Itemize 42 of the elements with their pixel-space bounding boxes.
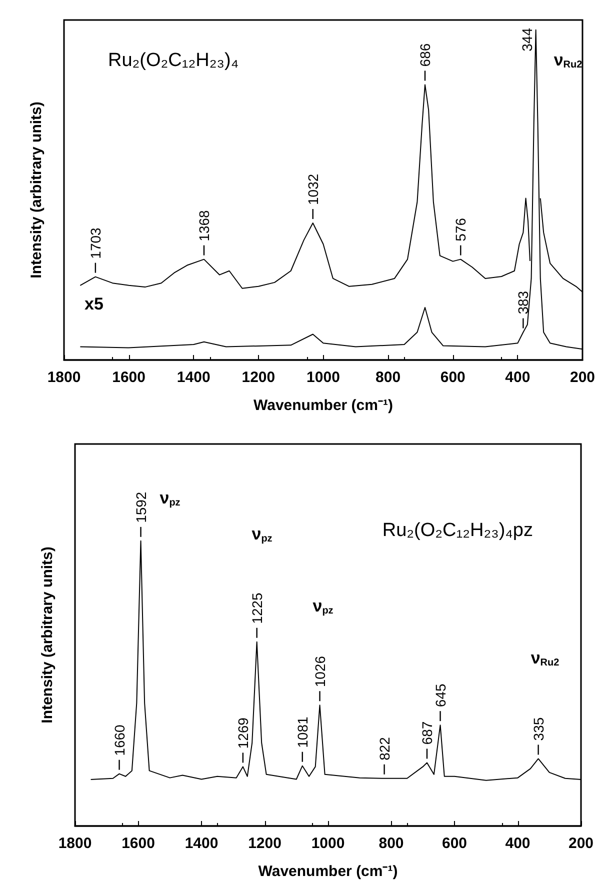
text: Ru₂(O₂C₁₂H₂₃)₄ (108, 50, 239, 71)
annotation: 1592 (132, 492, 149, 523)
annotation: 344 (518, 28, 535, 52)
x-tick-label: 600 (442, 835, 468, 852)
x-tick-label: 400 (505, 835, 530, 852)
x-tick-label: 1000 (306, 369, 340, 386)
x-tick-label: 1800 (47, 369, 81, 386)
x-tick-label: 1200 (242, 369, 276, 386)
x-tick-label: 1400 (176, 369, 210, 386)
annotation: 576 (452, 218, 469, 242)
annotation: 645 (432, 684, 448, 708)
x-tick-label: 1600 (112, 369, 146, 386)
annotation: 1026 (312, 656, 328, 688)
x-tick-label: 1200 (248, 835, 282, 852)
x-tick-label: 1400 (184, 835, 218, 852)
y-axis-title: Intensity (arbitrary units) (28, 102, 45, 278)
annotation: 687 (418, 721, 435, 745)
annotation: 822 (376, 736, 392, 760)
y-axis-title: Intensity (arbitrary units) (39, 546, 56, 724)
x-tick-label: 200 (568, 835, 594, 852)
annotation: 1081 (294, 716, 310, 748)
annotation: 686 (416, 43, 433, 67)
annotation: 1703 (87, 227, 104, 259)
x-tick-label: 600 (440, 369, 466, 386)
annotation: x5 (84, 294, 104, 314)
chart-title: Ru₂(O₂C₁₂H₂₃)₄pz (382, 520, 534, 541)
annotation: 1660 (111, 724, 128, 756)
x-tick-label: 800 (378, 835, 404, 852)
x-axis-title: Wavenumber (cm⁻¹) (254, 397, 393, 414)
x-tick-label: 200 (570, 369, 595, 386)
annotation: 1269 (234, 717, 251, 749)
annotation: 1225 (248, 592, 265, 624)
x-tick-label: 1000 (311, 835, 345, 852)
x-tick-label: 800 (376, 369, 401, 386)
annotation: 335 (530, 717, 546, 741)
x-tick-label: 400 (505, 369, 530, 386)
annotation: 383 (515, 290, 532, 314)
x-axis-title: Wavenumber (cm⁻¹) (258, 863, 398, 880)
annotation: 1368 (196, 210, 212, 242)
x-tick-label: 1600 (122, 835, 155, 852)
x-tick-label: 1800 (58, 835, 92, 852)
annotation: 1032 (304, 174, 321, 206)
